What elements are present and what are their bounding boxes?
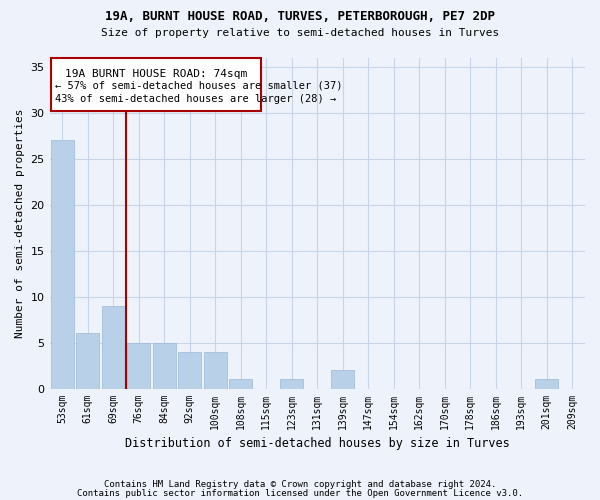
Bar: [280, 380, 303, 388]
Bar: [102, 306, 125, 388]
Text: ← 57% of semi-detached houses are smaller (37): ← 57% of semi-detached houses are smalle…: [55, 80, 342, 90]
FancyBboxPatch shape: [51, 58, 261, 111]
Bar: [229, 380, 252, 388]
Bar: [535, 380, 558, 388]
Bar: [178, 352, 201, 389]
Text: 19A BURNT HOUSE ROAD: 74sqm: 19A BURNT HOUSE ROAD: 74sqm: [65, 68, 247, 78]
Y-axis label: Number of semi-detached properties: Number of semi-detached properties: [15, 108, 25, 338]
Bar: [204, 352, 227, 389]
Bar: [331, 370, 354, 388]
Bar: [153, 342, 176, 388]
Text: 19A, BURNT HOUSE ROAD, TURVES, PETERBOROUGH, PE7 2DP: 19A, BURNT HOUSE ROAD, TURVES, PETERBORO…: [105, 10, 495, 23]
Bar: [76, 334, 99, 388]
Bar: [51, 140, 74, 388]
Text: Size of property relative to semi-detached houses in Turves: Size of property relative to semi-detach…: [101, 28, 499, 38]
Text: Contains public sector information licensed under the Open Government Licence v3: Contains public sector information licen…: [77, 488, 523, 498]
Bar: [127, 342, 150, 388]
Text: Contains HM Land Registry data © Crown copyright and database right 2024.: Contains HM Land Registry data © Crown c…: [104, 480, 496, 489]
Text: 43% of semi-detached houses are larger (28) →: 43% of semi-detached houses are larger (…: [55, 94, 336, 104]
X-axis label: Distribution of semi-detached houses by size in Turves: Distribution of semi-detached houses by …: [125, 437, 509, 450]
